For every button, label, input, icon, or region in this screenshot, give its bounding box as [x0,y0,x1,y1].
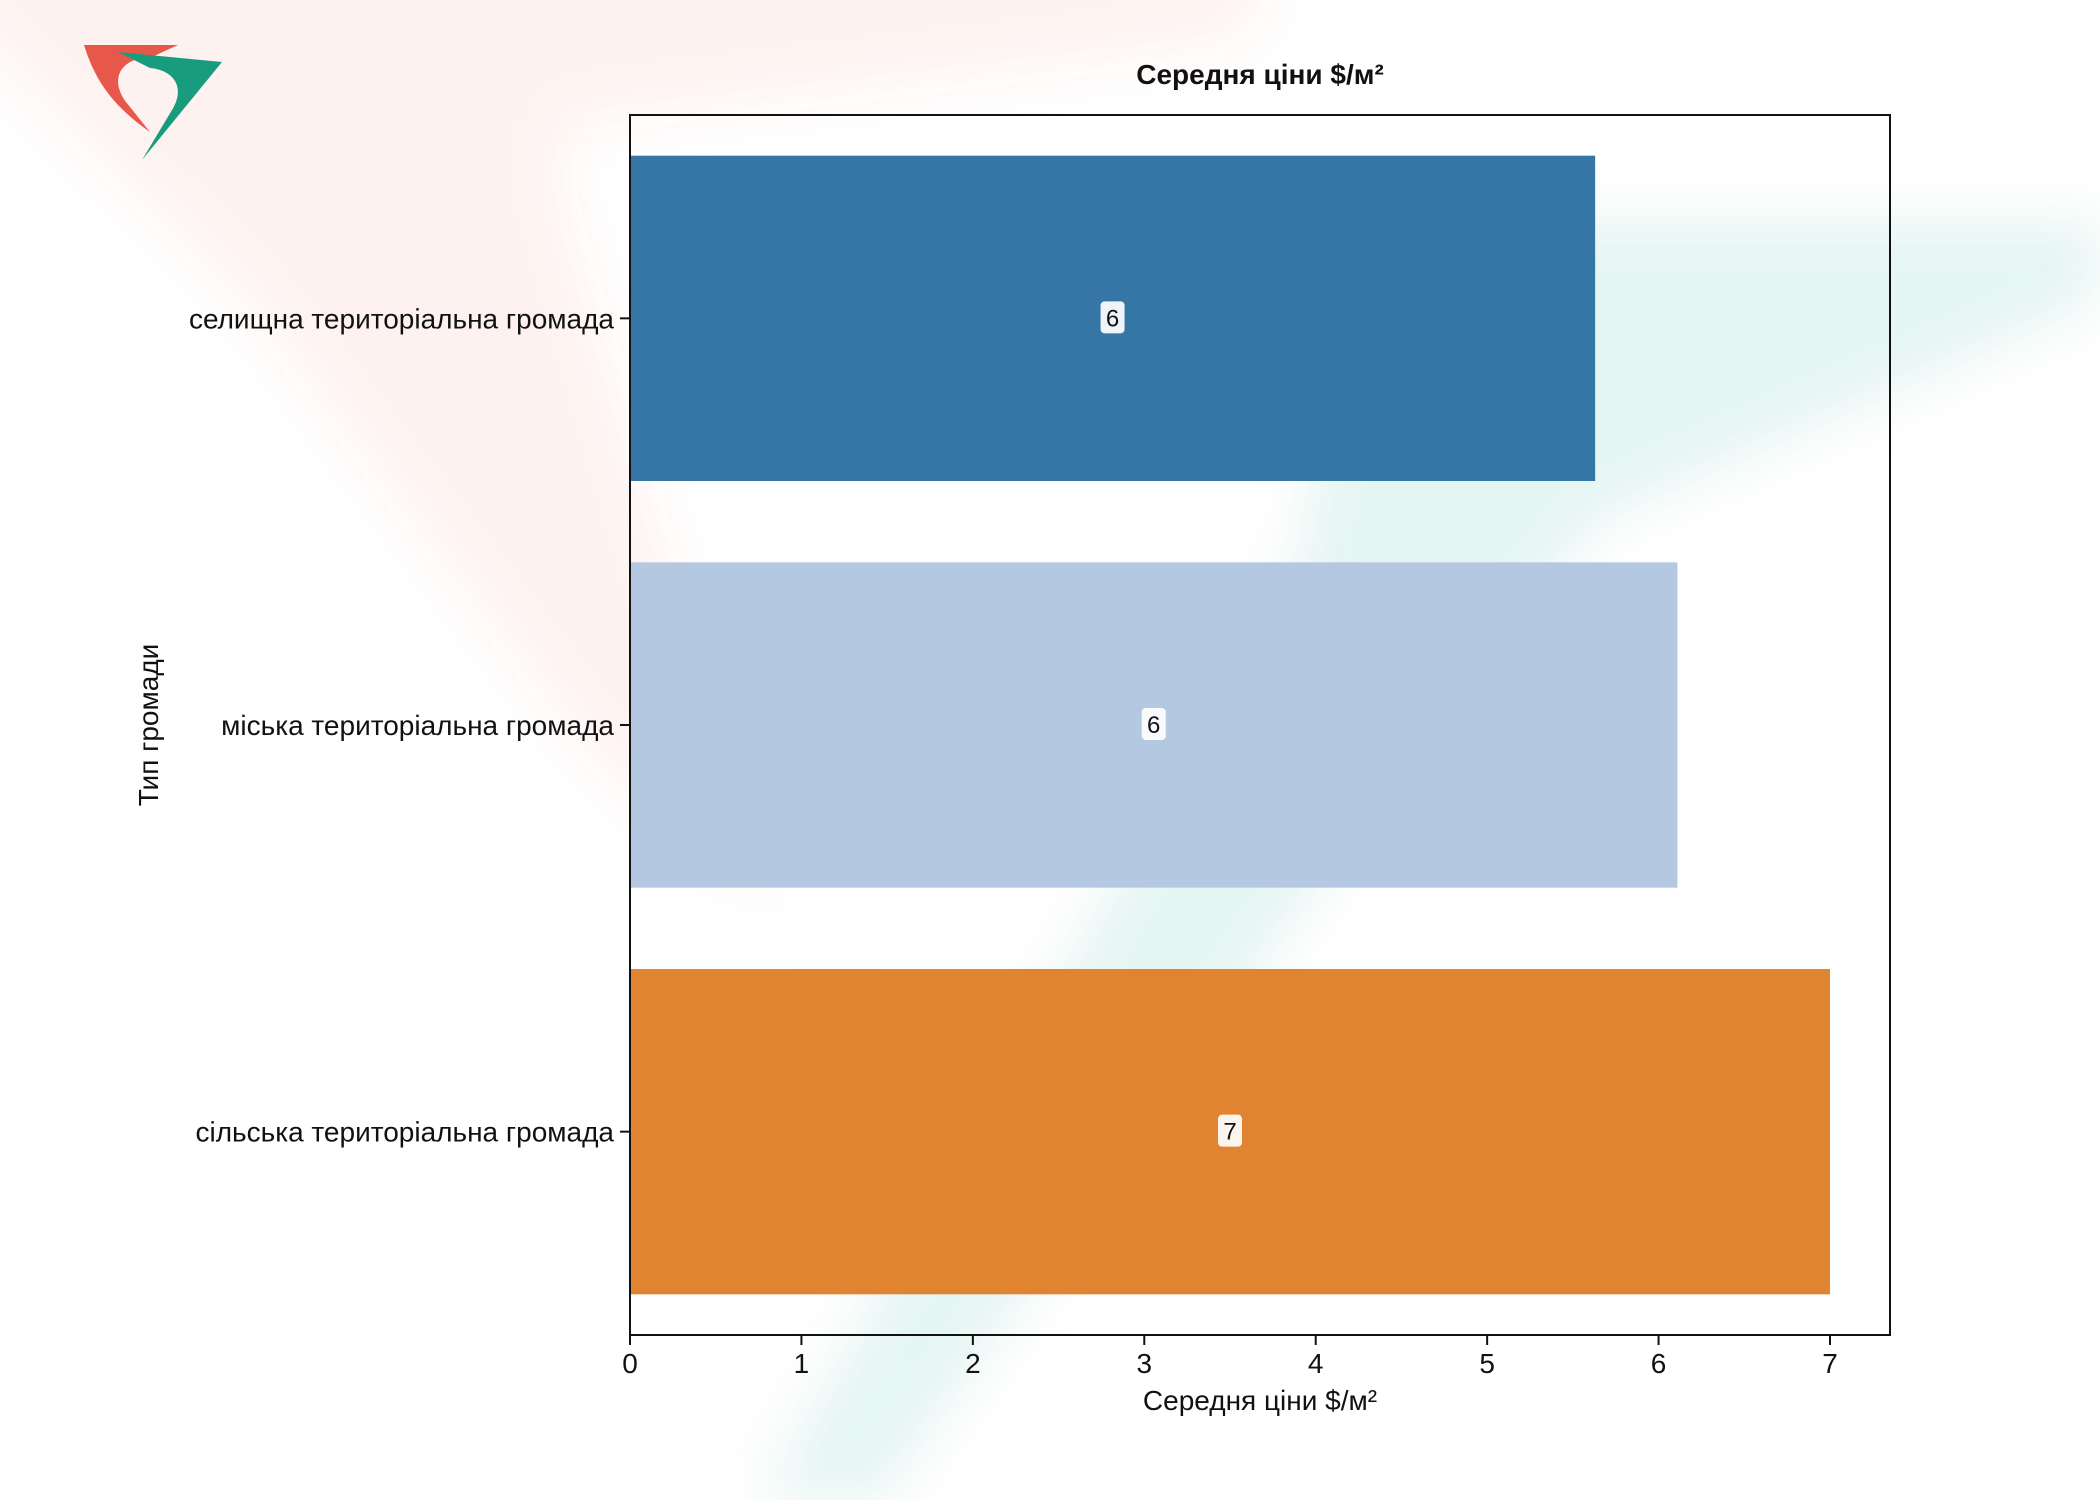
data-labels: 6 6 7 [1100,301,1242,1147]
data-label-text: 6 [1106,305,1119,332]
data-label-text: 6 [1147,712,1160,739]
data-label-box [1141,708,1166,740]
y-tick-label-3: сільська територіальна громада [195,1117,614,1148]
x-tick-label: 3 [1136,1348,1152,1379]
x-tick-label: 4 [1308,1348,1324,1379]
x-tick-label: 1 [794,1348,810,1379]
data-label-box [1218,1114,1242,1147]
data-label-box [1100,301,1125,334]
x-tick-label: 2 [965,1348,981,1379]
x-tick-label: 7 [1822,1348,1838,1379]
watermark-red-shape [0,0,1256,1060]
logo-green-mark [118,52,222,160]
x-tick-label: 0 [622,1348,638,1379]
x-tick-label: 6 [1651,1348,1667,1379]
y-tick-label-2: міська територіальна громада [221,710,614,741]
chart-title: Середня ціни $/м² [1136,59,1384,90]
logo-red-mark [84,45,178,132]
data-label-2: 6 [1141,708,1166,740]
plot-area: 6 6 7 0 1 2 3 4 5 6 7 селищна територіальна грома… [189,114,1891,1379]
y-axis-label: Тип громади [133,644,164,807]
logo [84,45,222,160]
data-label-3: 7 [1218,1114,1242,1147]
data-label-text: 7 [1223,1119,1236,1146]
x-tick-label: 5 [1479,1348,1495,1379]
y-tick-label-1: селищна територіальна громада [189,303,614,334]
x-axis-ticks: 0 1 2 3 4 5 6 7 [622,1335,1838,1379]
x-axis-label: Середня ціни $/м² [1143,1385,1377,1416]
data-label-1: 6 [1100,301,1125,334]
y-axis-ticks: селищна територіальна громада міська тери… [189,303,630,1148]
